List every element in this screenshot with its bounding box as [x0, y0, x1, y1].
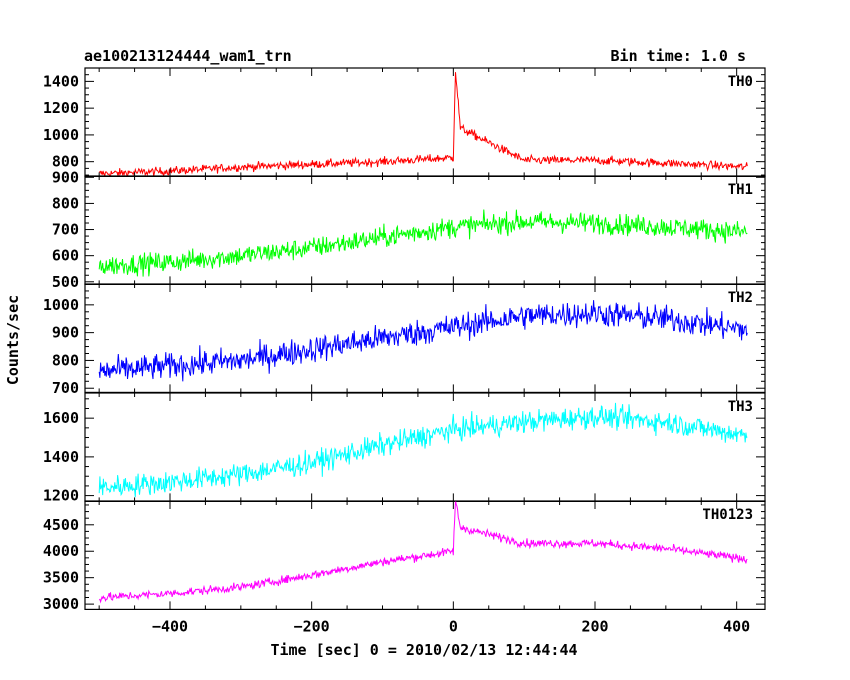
- series-line-th0123: [98, 501, 748, 604]
- y-axis-label: Counts/sec: [4, 295, 22, 385]
- x-tick-label: 400: [723, 617, 750, 635]
- y-tick-label: 1000: [43, 296, 79, 314]
- series-line-th0: [98, 72, 748, 177]
- x-tick-labels: −400 −200 0 200 400: [152, 617, 750, 635]
- chart-title: ae100213124444_wam1_trn: [84, 47, 292, 65]
- panel-frame-th0: [84, 67, 766, 178]
- y-tick-label: 1400: [43, 72, 79, 90]
- y-tick-label: 4000: [43, 542, 79, 560]
- panels-group: TH0800100012001400TH1500600700800900TH27…: [43, 67, 766, 613]
- y-tick-label: 900: [52, 324, 79, 342]
- y-tick-label: 500: [52, 273, 79, 291]
- series-line-th2: [98, 300, 748, 382]
- x-tick-label: −400: [152, 617, 188, 635]
- x-tick-label: −200: [294, 617, 330, 635]
- bin-time-label: Bin time: 1.0 s: [611, 47, 746, 65]
- panel-label-th3: TH3: [728, 399, 753, 415]
- panel-frame-th0123: [84, 500, 766, 611]
- y-tick-label: 800: [52, 351, 79, 369]
- y-tick-label: 4500: [43, 516, 79, 534]
- series-line-th3: [98, 402, 748, 498]
- panel-label-th2: TH2: [728, 290, 753, 306]
- y-tick-label: 3000: [43, 595, 79, 613]
- y-tick-label: 1200: [43, 99, 79, 117]
- y-tick-label: 700: [52, 379, 79, 397]
- y-tick-label: 1200: [43, 487, 79, 505]
- y-tick-label: 700: [52, 221, 79, 239]
- panel-label-th0: TH0: [728, 74, 753, 90]
- y-tick-label: 600: [52, 247, 79, 265]
- y-tick-label: 3500: [43, 569, 79, 587]
- x-tick-label: 0: [449, 617, 458, 635]
- panel-label-th0123: TH0123: [702, 507, 753, 523]
- y-tick-label: 800: [52, 194, 79, 212]
- y-tick-label: 1600: [43, 409, 79, 427]
- x-axis-label: Time [sec] 0 = 2010/02/13 12:44:44: [270, 641, 577, 659]
- panel-label-th1: TH1: [728, 182, 753, 198]
- y-tick-label: 1400: [43, 448, 79, 466]
- x-tick-label: 200: [581, 617, 608, 635]
- panel-frame-th2: [84, 283, 766, 394]
- series-line-th1: [98, 209, 748, 277]
- y-tick-label: 1000: [43, 126, 79, 144]
- y-tick-label: 800: [52, 153, 79, 171]
- y-tick-label: 900: [52, 168, 79, 186]
